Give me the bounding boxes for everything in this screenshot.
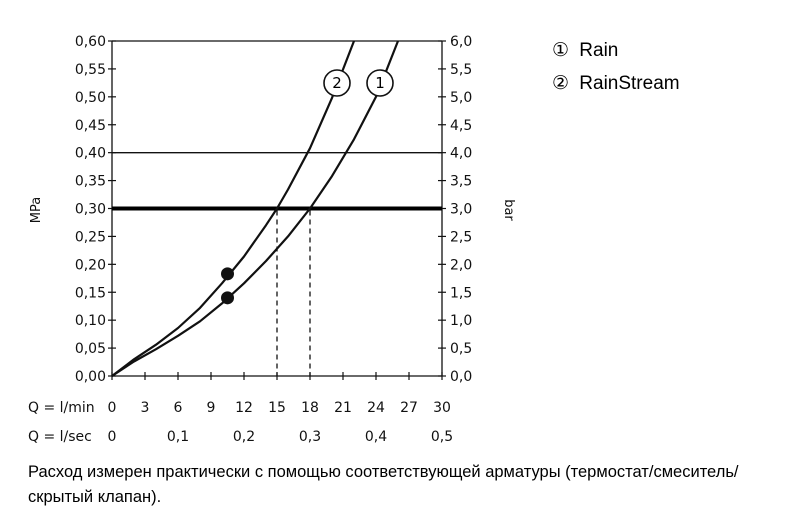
x-row1-tick-label: 30	[433, 400, 451, 416]
x-row2-tick-label: 0,2	[233, 429, 255, 445]
left-axis-tick-labels: 0,00 0,05 0,10 0,15 0,20 0,25 0,30 0,35 0,40 0,45…	[75, 34, 106, 385]
legend-marker-1: ①	[552, 40, 570, 61]
right-tick-label: 4,5	[450, 118, 472, 134]
left-tick-label: 0,40	[75, 146, 106, 162]
x-axis-tick-labels: 0 3 6 9 12 15 18 21 24 27 30 0 0,1 0,2 0,3 0,4 0,5	[108, 400, 454, 445]
right-tick-label: 0,0	[450, 369, 472, 385]
left-tick-label: 0,20	[75, 257, 106, 273]
legend: ① Rain ② RainStream	[552, 34, 680, 100]
right-tick-label: 1,5	[450, 285, 472, 301]
legend-label-rainstream: RainStream	[579, 73, 680, 94]
x-row1-tick-label: 0	[108, 400, 117, 416]
flow-pressure-chart: 0,000,050,100,150,200,250,300,350,400,45…	[28, 34, 516, 445]
x-row1-tick-label: 6	[174, 400, 183, 416]
x-row1-tick-label: 21	[334, 400, 352, 416]
x-row1-label: Q = l/min	[28, 400, 95, 416]
left-axis-label: MPa	[29, 197, 44, 223]
curve-marker-label-2: 2	[332, 74, 342, 92]
x-row1-tick-label: 9	[207, 400, 216, 416]
x-row1-tick-label: 15	[268, 400, 286, 416]
curve-marker-label-1: 1	[375, 74, 385, 92]
legend-item-rainstream: ② RainStream	[552, 67, 680, 100]
legend-item-rain: ① Rain	[552, 34, 680, 67]
curve-marker-circle-2	[323, 69, 351, 97]
right-tick-label: 5,0	[450, 90, 472, 106]
highlight-point-rainstream	[221, 267, 234, 281]
right-tick-label: 5,5	[450, 62, 472, 78]
x-row2-tick-label: 0	[108, 429, 117, 445]
x-row1-tick-label: 3	[141, 400, 150, 416]
left-tick-label: 0,05	[75, 341, 106, 357]
left-tick-label: 0,45	[75, 118, 106, 134]
left-tick-label: 0,00	[75, 369, 106, 385]
x-row1-tick-label: 12	[235, 400, 253, 416]
x-row2-label: Q = l/sec	[28, 429, 92, 445]
right-tick-label: 6,0	[450, 34, 472, 50]
right-tick-label: 2,0	[450, 257, 472, 273]
right-axis-label: bar	[501, 199, 516, 221]
right-tick-label: 1,0	[450, 313, 472, 329]
legend-marker-2: ②	[552, 73, 570, 94]
x-row2-tick-label: 0,3	[299, 429, 321, 445]
left-tick-label: 0,60	[75, 34, 106, 50]
left-tick-label: 0,15	[75, 285, 106, 301]
left-tick-label: 0,10	[75, 313, 106, 329]
right-tick-label: 2,5	[450, 229, 472, 245]
curve-marker-circle-1	[366, 69, 394, 97]
right-tick-label: 4,0	[450, 146, 472, 162]
x-row2-tick-label: 0,4	[365, 429, 387, 445]
footnote: Расход измерен практически с помощью соо…	[28, 463, 739, 506]
x-row2-tick-label: 0,5	[431, 429, 453, 445]
highlight-point-rain	[221, 291, 234, 305]
left-tick-label: 0,25	[75, 229, 106, 245]
left-tick-label: 0,35	[75, 174, 106, 190]
right-tick-label: 3,0	[450, 202, 472, 218]
right-tick-label: 0,5	[450, 341, 472, 357]
x-row1-tick-label: 24	[367, 400, 385, 416]
x-row1-tick-label: 27	[400, 400, 418, 416]
series-line-rainstream	[111, 40, 356, 377]
x-row2-tick-label: 0,1	[167, 429, 189, 445]
right-axis-tick-labels: 0,0 0,5 1,0 1,5 2,0 2,5 3,0 3,5 4,0 4,5 5,0 5,5 6,0	[450, 34, 472, 385]
legend-label-rain: Rain	[579, 40, 619, 61]
left-tick-label: 0,50	[75, 90, 106, 106]
left-tick-label: 0,30	[75, 202, 106, 218]
series-line-rain	[111, 40, 400, 377]
left-tick-label: 0,55	[75, 62, 106, 78]
x-row1-tick-label: 18	[301, 400, 319, 416]
right-tick-label: 3,5	[450, 174, 472, 190]
